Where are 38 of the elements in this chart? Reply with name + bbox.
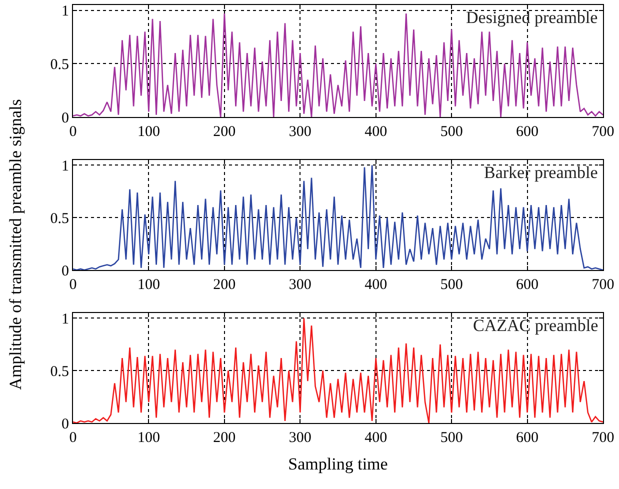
x-tick-label: 600 (516, 430, 539, 446)
series-label: Barker preamble (484, 163, 598, 182)
y-tick-label: 0 (62, 263, 69, 280)
x-tick-label: 400 (364, 430, 388, 446)
x-tick-label: 400 (364, 124, 388, 140)
line-series (73, 318, 603, 423)
x-tick-label: 500 (440, 430, 463, 446)
y-tick-label: 0.5 (50, 56, 69, 73)
y-tick-label: 1 (62, 311, 69, 328)
x-tick-label: 700 (592, 124, 614, 140)
y-tick-label: 0.5 (50, 210, 69, 227)
x-tick-label: 700 (592, 277, 614, 293)
x-tick-label: 700 (592, 430, 614, 446)
x-tick-label: 300 (288, 277, 312, 293)
y-tick-label: 0 (62, 110, 69, 126)
x-tick-label: 100 (137, 124, 160, 140)
x-tick-label: 300 (288, 124, 312, 140)
x-tick-label: 100 (137, 430, 160, 446)
x-axis-title: Sampling time (288, 454, 388, 474)
y-tick-label: 1 (62, 158, 69, 174)
line-series (73, 164, 603, 270)
y-tick-label: 1 (62, 4, 69, 20)
x-tick-label: 300 (288, 430, 312, 446)
x-tick-label: 200 (213, 430, 236, 446)
x-tick-label: 400 (364, 277, 388, 293)
x-tick-label: 600 (516, 277, 539, 293)
series-label: Designed preamble (466, 8, 598, 27)
y-axis-title: Amplitude of transmitted preamble signals (5, 98, 26, 392)
y-tick-label: 0.5 (50, 364, 69, 380)
x-tick-label: 200 (213, 124, 236, 140)
line-series (73, 12, 603, 117)
x-tick-label: 100 (137, 277, 160, 293)
series-label: CAZAC preamble (473, 316, 598, 335)
y-tick-label: 0 (62, 416, 69, 432)
x-tick-label: 200 (213, 277, 236, 293)
x-tick-label: 500 (440, 124, 463, 140)
x-tick-label: 600 (516, 124, 539, 140)
x-tick-label: 500 (440, 277, 463, 293)
